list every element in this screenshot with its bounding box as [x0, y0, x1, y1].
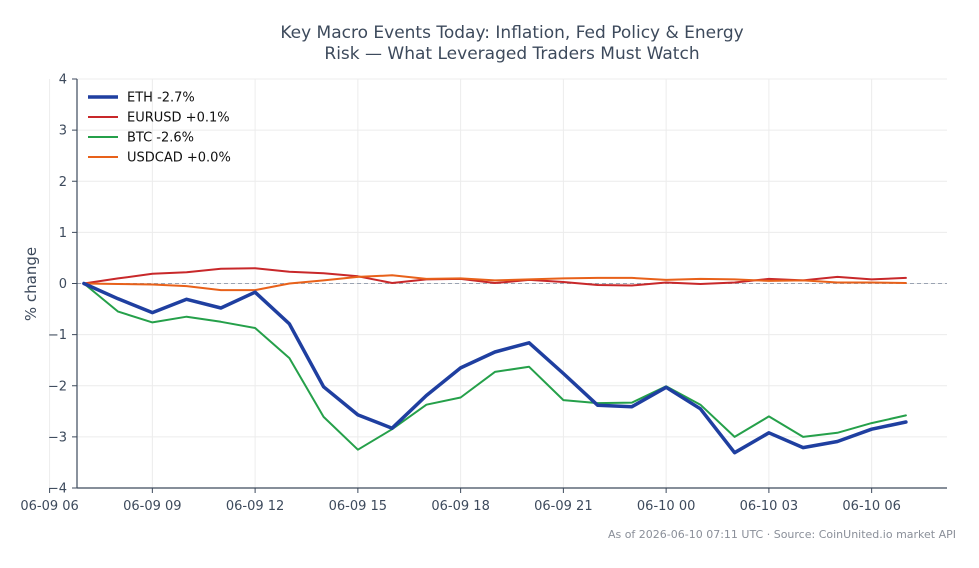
y-tick-label: 2: [59, 175, 67, 190]
series-line-eth: [82, 281, 908, 455]
x-tick-label: 06-10 06: [842, 499, 900, 514]
chart-title-line: Key Macro Events Today: Inflation, Fed P…: [280, 23, 743, 43]
legend-label: USDCAD +0.0%: [127, 151, 231, 166]
series-line-usdcad: [82, 274, 907, 292]
chart-title-line: Risk — What Leveraged Traders Must Watch: [324, 44, 699, 64]
x-tick-label: 06-09 18: [431, 499, 489, 514]
y-axis-label: % change: [22, 247, 40, 321]
series-line-eurusd: [82, 267, 907, 287]
y-tick-label: −3: [48, 430, 67, 445]
x-tick-label: 06-10 00: [637, 499, 695, 514]
x-tick-label: 06-09 12: [226, 499, 284, 514]
series-line-btc: [82, 282, 907, 451]
y-tick-label: −2: [48, 379, 67, 394]
y-tick-label: −1: [48, 328, 67, 343]
x-tick-label: 06-09 06: [20, 499, 78, 514]
legend-label: BTC -2.6%: [127, 131, 194, 146]
footer-source: As of 2026-06-10 07:11 UTC · Source: Coi…: [607, 528, 956, 541]
y-tick-label: 0: [59, 277, 67, 292]
legend-label: ETH -2.7%: [127, 91, 195, 106]
y-tick-label: 4: [59, 73, 67, 88]
y-tick-label: 3: [59, 124, 67, 139]
y-tick-label: 1: [59, 226, 67, 241]
x-tick-label: 06-09 15: [329, 499, 387, 514]
y-tick-label: −4: [48, 482, 67, 497]
x-tick-label: 06-10 03: [740, 499, 798, 514]
x-tick-label: 06-09 21: [534, 499, 592, 514]
legend-label: EURUSD +0.1%: [127, 111, 230, 126]
x-tick-label: 06-09 09: [123, 499, 181, 514]
